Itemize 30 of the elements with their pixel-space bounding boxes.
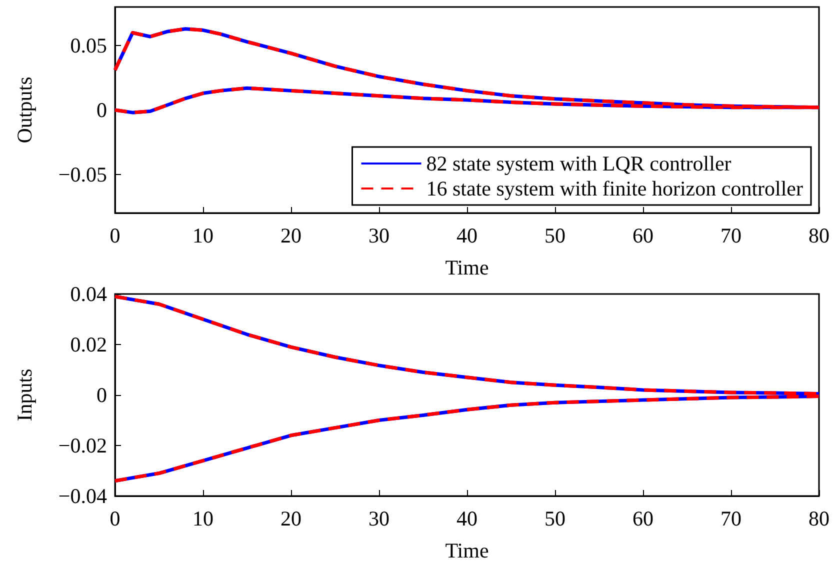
legend-label: 82 state system with LQR controller <box>426 152 732 176</box>
x-tick-label: 40 <box>456 506 478 530</box>
y-axis-title: Inputs <box>12 368 36 422</box>
y-tick-label: 0 <box>96 98 107 122</box>
x-tick-label: 60 <box>632 224 654 248</box>
y-tick-label: 0.02 <box>70 332 107 356</box>
x-tick-label: 30 <box>368 224 390 248</box>
y-tick-label: −0.05 <box>58 162 107 186</box>
x-tick-label: 10 <box>192 506 214 530</box>
x-tick-label: 50 <box>544 506 566 530</box>
x-axis-title: Time <box>445 538 489 562</box>
y-tick-label: −0.02 <box>58 434 107 458</box>
x-tick-label: 70 <box>720 224 742 248</box>
x-tick-label: 80 <box>808 224 830 248</box>
x-tick-label: 10 <box>192 224 214 248</box>
x-tick-label: 20 <box>280 224 302 248</box>
legend-label: 16 state system with finite horizon controller <box>426 176 804 200</box>
x-tick-label: 80 <box>808 506 830 530</box>
y-tick-label: 0 <box>96 383 107 407</box>
x-tick-label: 60 <box>632 506 654 530</box>
y-tick-label: 0.04 <box>70 282 108 306</box>
x-tick-label: 30 <box>368 506 390 530</box>
y-tick-label: 0.05 <box>70 34 107 58</box>
y-axis-title: Outputs <box>12 76 36 144</box>
x-tick-label: 20 <box>280 506 302 530</box>
x-tick-label: 40 <box>456 224 478 248</box>
x-tick-label: 70 <box>720 506 742 530</box>
x-axis-title: Time <box>445 256 489 280</box>
x-tick-label: 50 <box>544 224 566 248</box>
y-tick-label: −0.04 <box>58 484 108 508</box>
